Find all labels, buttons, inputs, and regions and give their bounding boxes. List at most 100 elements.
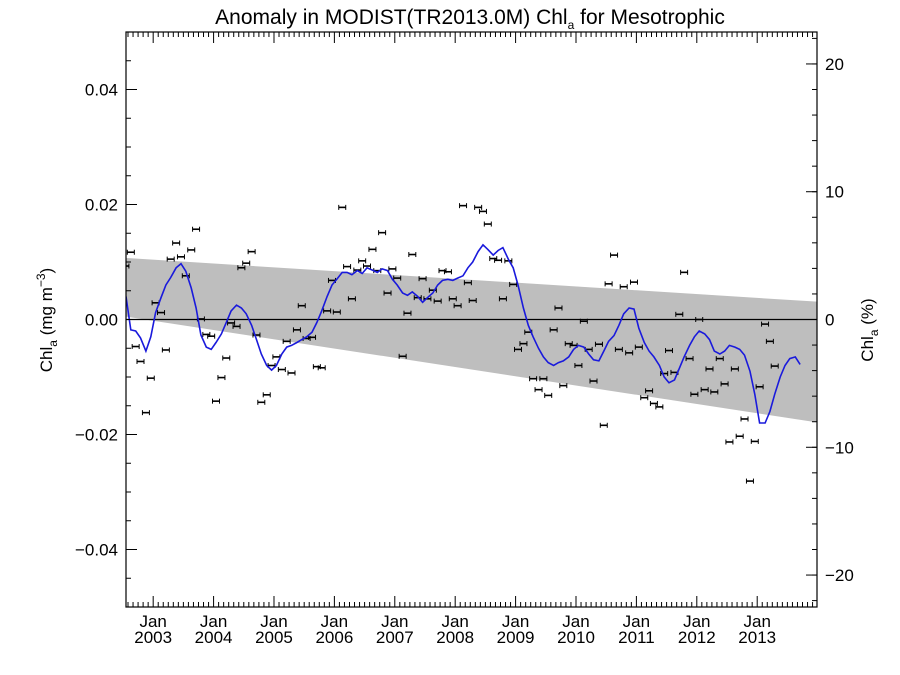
data-point — [710, 389, 719, 395]
y2-axis-label-units: (%) — [858, 298, 877, 329]
data-point — [136, 358, 145, 364]
data-point — [483, 221, 492, 227]
x-tick-label-year: 2011 — [618, 628, 655, 647]
data-point — [519, 341, 528, 347]
data-point — [730, 366, 739, 372]
chart-title-rest: for Mesotrophic — [574, 6, 725, 29]
data-point — [443, 269, 452, 275]
data-point — [358, 258, 367, 264]
data-point — [192, 226, 201, 232]
data-point — [343, 264, 352, 270]
data-point — [554, 305, 563, 311]
data-point — [655, 404, 664, 410]
data-point — [740, 416, 749, 422]
y-axis-label-subscript: a — [46, 340, 60, 347]
data-point — [368, 246, 377, 252]
data-point — [720, 381, 729, 387]
data-point — [247, 249, 256, 255]
x-tick-label-month: Jan — [381, 612, 408, 631]
x-tick-label-year: 2005 — [255, 628, 293, 647]
data-point — [649, 400, 658, 406]
x-tick-label-month: Jan — [321, 612, 348, 631]
data-point — [494, 257, 503, 263]
y-tick-label: 0.00 — [85, 311, 118, 330]
data-point — [589, 378, 598, 384]
data-point — [237, 265, 246, 271]
x-tick-label-year: 2010 — [557, 628, 595, 647]
chart-title-subscript: a — [568, 18, 575, 32]
data-point — [665, 348, 674, 354]
x-tick-label-year: 2004 — [195, 628, 233, 647]
data-point — [217, 375, 226, 381]
data-point — [770, 363, 779, 369]
x-tick-label-year: 2008 — [436, 628, 474, 647]
data-point — [634, 344, 643, 350]
data-point — [594, 341, 603, 347]
plot-area — [126, 203, 817, 484]
data-point — [398, 353, 407, 359]
data-point — [629, 279, 638, 285]
data-point — [187, 247, 196, 253]
data-point — [232, 323, 241, 329]
y2-tick-label: 10 — [825, 183, 844, 202]
data-point — [282, 338, 291, 344]
y2-axis-label: Chla (%) — [858, 298, 881, 361]
data-point — [675, 311, 684, 317]
data-point — [504, 258, 513, 264]
data-point — [468, 298, 477, 304]
data-point — [207, 333, 216, 339]
data-point — [131, 344, 140, 350]
trend-band — [126, 257, 817, 423]
y-axis-label-main: Chl — [37, 347, 56, 373]
data-point — [242, 260, 251, 266]
data-point — [705, 366, 714, 372]
data-point — [211, 398, 220, 404]
data-point — [539, 376, 548, 382]
data-point — [403, 310, 412, 316]
data-point — [604, 281, 613, 287]
data-point — [610, 252, 619, 258]
data-point — [619, 284, 628, 290]
data-point — [181, 273, 190, 279]
x-tick-label-month: Jan — [502, 612, 529, 631]
data-point — [383, 290, 392, 296]
data-point — [625, 350, 634, 356]
data-point — [157, 310, 166, 316]
y-tick-label: −0.02 — [75, 426, 118, 445]
y-axis-label: Chla (mg m−3) — [34, 268, 60, 372]
data-point — [660, 371, 669, 377]
y2-axis-label-main: Chl — [858, 336, 877, 362]
data-point — [161, 347, 170, 353]
data-point — [725, 439, 734, 445]
data-point — [338, 204, 347, 210]
data-point — [474, 204, 483, 210]
data-point — [141, 410, 150, 416]
y-tick-label: 0.04 — [85, 81, 118, 100]
y-axis-label-superscript: −3 — [34, 273, 48, 287]
data-point — [347, 296, 356, 302]
data-point — [363, 263, 372, 269]
data-point — [715, 356, 724, 362]
x-tick-label-year: 2009 — [497, 628, 535, 647]
y-tick-label: 0.02 — [85, 196, 118, 215]
data-point — [614, 346, 623, 352]
data-point — [418, 276, 427, 282]
x-tick-label-year: 2013 — [738, 628, 776, 647]
data-point — [323, 308, 332, 314]
data-point — [172, 240, 181, 246]
data-point — [317, 365, 326, 371]
data-point — [277, 367, 286, 373]
y2-tick-label: −10 — [825, 438, 854, 457]
data-point — [680, 269, 689, 275]
y2-tick-label: 20 — [825, 55, 844, 74]
y2-axis-label-subscript: a — [867, 329, 881, 336]
data-point — [448, 296, 457, 302]
x-tick-label-month: Jan — [562, 612, 589, 631]
data-point — [478, 208, 487, 214]
data-point — [463, 280, 472, 286]
chart-title-main: Anomaly in MODIST(TR2013.0M) Chl — [215, 6, 567, 29]
data-point — [332, 309, 341, 315]
data-point — [559, 383, 568, 389]
x-tick-label-month: Jan — [260, 612, 287, 631]
